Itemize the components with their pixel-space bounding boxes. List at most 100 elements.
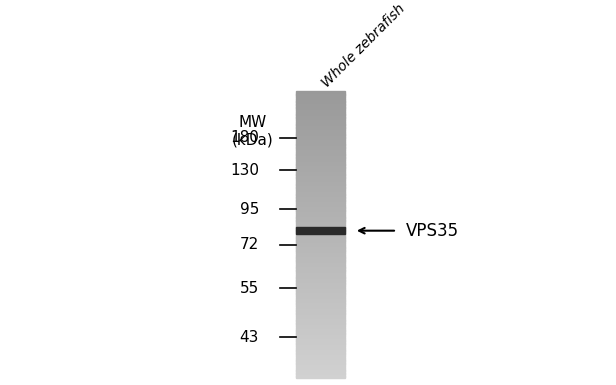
Bar — [296, 340, 345, 342]
Bar — [296, 124, 345, 126]
Bar — [296, 242, 345, 243]
Bar — [296, 146, 345, 147]
Bar — [296, 283, 345, 285]
Bar — [296, 106, 345, 107]
Bar — [296, 236, 345, 238]
Bar — [296, 260, 345, 262]
Text: 43: 43 — [240, 330, 259, 345]
Bar — [296, 222, 345, 223]
Bar — [296, 349, 345, 351]
Bar — [296, 282, 345, 283]
Bar — [296, 259, 345, 261]
Bar — [296, 358, 345, 359]
Bar — [296, 187, 345, 189]
Bar — [296, 157, 345, 159]
Bar — [296, 180, 345, 182]
Bar — [296, 315, 345, 316]
Bar — [296, 177, 345, 179]
Bar — [296, 239, 345, 241]
Bar — [296, 140, 345, 142]
Bar — [296, 212, 345, 213]
Bar — [296, 169, 345, 171]
Bar — [296, 269, 345, 271]
Bar — [296, 273, 345, 275]
Bar — [296, 288, 345, 289]
Bar — [296, 366, 345, 368]
Bar — [296, 250, 345, 252]
Bar — [296, 130, 345, 132]
Bar — [296, 164, 345, 166]
Bar — [296, 323, 345, 325]
Bar — [296, 312, 345, 313]
Bar — [296, 355, 345, 357]
Text: 72: 72 — [240, 238, 259, 253]
Bar — [296, 353, 345, 355]
Bar — [296, 234, 345, 236]
Bar — [296, 184, 345, 186]
Bar — [296, 114, 345, 116]
Bar — [296, 183, 345, 185]
Bar — [296, 162, 345, 163]
Bar — [296, 103, 345, 105]
Bar — [296, 104, 345, 106]
Bar — [296, 92, 345, 93]
Bar — [296, 117, 345, 119]
Bar — [296, 318, 345, 319]
Bar — [296, 147, 345, 149]
Bar — [296, 186, 345, 187]
Bar — [296, 286, 345, 288]
Bar — [296, 278, 345, 279]
Bar — [296, 270, 345, 272]
Text: 95: 95 — [240, 202, 259, 217]
Bar — [296, 336, 345, 338]
Bar — [296, 132, 345, 133]
Bar — [296, 348, 345, 349]
Bar — [296, 308, 345, 309]
Bar — [296, 275, 345, 276]
Bar — [296, 238, 345, 239]
Bar — [296, 292, 345, 293]
Bar — [296, 192, 345, 193]
Bar — [296, 209, 345, 211]
Bar — [296, 370, 345, 372]
Bar — [296, 139, 345, 141]
Bar — [296, 182, 345, 183]
Bar — [296, 163, 345, 165]
Bar — [296, 322, 345, 323]
Bar — [296, 365, 345, 367]
Bar — [296, 309, 345, 311]
Bar — [296, 376, 345, 378]
Bar — [296, 289, 345, 291]
Bar — [296, 298, 345, 299]
Bar — [296, 112, 345, 113]
Bar — [296, 160, 345, 162]
Bar — [296, 249, 345, 251]
Bar — [296, 243, 345, 245]
Bar — [296, 172, 345, 173]
Bar — [296, 305, 345, 306]
Text: 130: 130 — [230, 163, 259, 178]
Text: Whole zebrafish: Whole zebrafish — [320, 2, 408, 90]
Bar — [296, 240, 345, 242]
Bar — [296, 360, 345, 362]
Bar — [296, 99, 345, 100]
Bar — [296, 285, 345, 286]
Bar — [296, 137, 345, 139]
Bar — [296, 167, 345, 169]
Bar — [296, 290, 345, 292]
Bar — [296, 229, 345, 231]
Bar — [296, 226, 345, 228]
Bar — [296, 293, 345, 295]
Bar — [296, 156, 345, 157]
Bar — [296, 272, 345, 273]
Bar — [296, 193, 345, 195]
Bar — [296, 362, 345, 364]
Bar — [296, 144, 345, 146]
Bar — [296, 246, 345, 248]
Bar — [296, 133, 345, 135]
Bar — [296, 176, 345, 177]
Bar — [296, 142, 345, 143]
Bar — [296, 174, 345, 176]
Bar — [296, 325, 345, 326]
Bar — [296, 254, 345, 256]
